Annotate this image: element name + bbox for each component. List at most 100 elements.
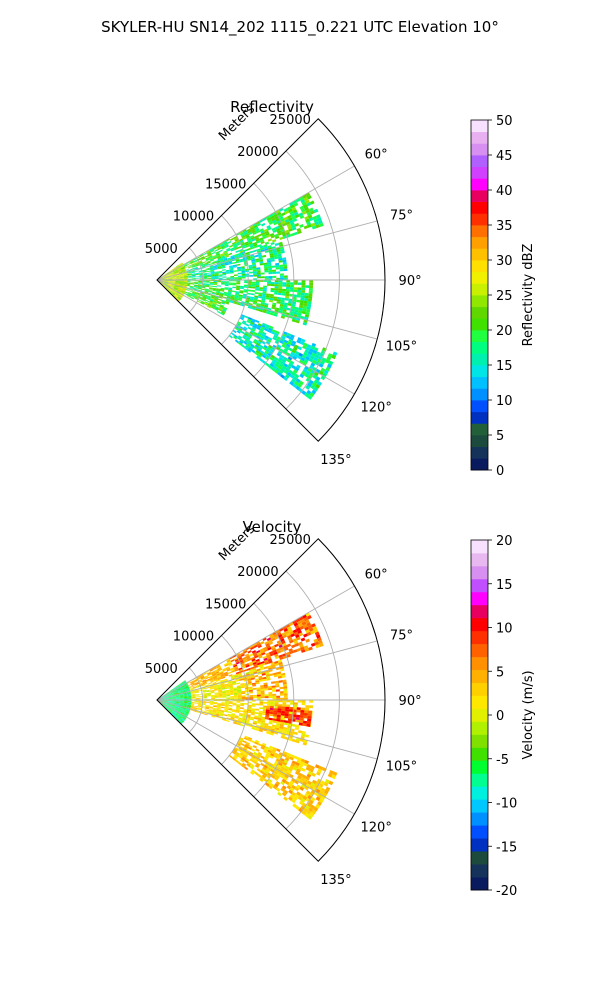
echo-gate: [253, 653, 258, 657]
echo-gate: [173, 687, 177, 690]
echo-gate: [224, 663, 229, 667]
echo-gate: [235, 709, 240, 712]
echo-gate: [175, 292, 180, 296]
echo-gate: [234, 668, 239, 672]
echo-gate: [281, 778, 287, 784]
echo-gate: [311, 779, 317, 785]
echo-gate: [272, 239, 277, 243]
echo-gate: [187, 705, 191, 707]
colorbar-segment: [471, 120, 488, 133]
echo-gate: [212, 673, 217, 677]
echo-gate: [264, 722, 269, 726]
echo-gate: [164, 282, 168, 285]
echo-gate: [212, 260, 217, 263]
echo-gate: [238, 747, 243, 751]
echo-gate: [221, 703, 225, 705]
echo-gate: [291, 340, 297, 345]
echo-gate: [276, 277, 281, 280]
echo-gate: [202, 295, 207, 298]
echo-gate: [160, 697, 165, 699]
echo-gate: [182, 270, 187, 272]
echo-gate: [289, 353, 294, 359]
echo-gate: [253, 224, 258, 229]
echo-gate: [173, 709, 178, 712]
echo-gate: [219, 293, 224, 296]
echo-gate: [260, 276, 265, 279]
echo-gate: [261, 296, 266, 300]
echo-gate: [214, 694, 219, 696]
echo-gate: [208, 711, 213, 713]
echo-gate: [280, 374, 285, 379]
echo-gate: [208, 709, 213, 711]
echo-gate: [195, 694, 200, 696]
echo-gate: [165, 707, 169, 710]
echo-gate: [263, 648, 269, 653]
echo-gate: [187, 274, 192, 276]
echo-gate: [178, 715, 183, 718]
echo-gate: [186, 269, 191, 272]
echo-gate: [223, 257, 228, 260]
echo-gate: [194, 282, 199, 283]
echo-gate: [174, 714, 179, 717]
echo-gate: [175, 274, 180, 276]
echo-gate: [209, 687, 214, 689]
echo-gate: [234, 237, 239, 241]
echo-gate: [176, 265, 180, 268]
echo-gate: [192, 265, 196, 268]
range-tick-label: 15000: [205, 597, 246, 612]
echo-gate: [172, 701, 177, 702]
echo-gate: [225, 719, 230, 723]
echo-gate: [238, 658, 243, 662]
echo-gate: [313, 638, 319, 643]
echo-gate: [291, 378, 296, 384]
echo-gate: [180, 280, 184, 281]
echo-gate: [317, 801, 322, 806]
echo-gate: [267, 280, 271, 282]
echo-gate: [191, 683, 196, 686]
echo-gate: [283, 768, 289, 773]
echo-gate: [250, 740, 256, 744]
echo-gate: [207, 278, 212, 280]
echo-gate: [289, 289, 294, 292]
echo-gate: [174, 708, 178, 711]
echo-gate: [217, 667, 222, 671]
echo-gate: [183, 702, 188, 704]
echo-gate: [283, 697, 288, 700]
echo-gate: [309, 792, 314, 797]
echo-gate: [232, 654, 237, 658]
echo-gate: [172, 278, 177, 280]
echo-gate: [178, 287, 183, 290]
echo-gate: [253, 644, 258, 649]
echo-gate: [188, 275, 192, 277]
echo-gate: [272, 229, 277, 233]
echo-gate: [256, 355, 261, 360]
echo-gate: [271, 724, 276, 728]
echo-gate: [299, 224, 304, 228]
echo-gate: [238, 327, 243, 331]
echo-gate: [242, 335, 247, 340]
echo-gate: [175, 705, 180, 707]
echo-gate: [272, 275, 277, 278]
colorbar-segment: [471, 131, 488, 144]
echo-gate: [283, 688, 288, 692]
echo-gate: [288, 767, 293, 772]
echo-gate: [290, 284, 294, 288]
echo-gate: [260, 723, 265, 727]
echo-gate: [255, 238, 260, 242]
echo-gate: [251, 238, 256, 242]
echo-gate: [160, 700, 165, 702]
echo-gate: [163, 695, 168, 697]
echo-gate: [179, 283, 184, 285]
echo-gate: [219, 679, 224, 682]
echo-gate: [294, 373, 300, 379]
echo-gate: [216, 302, 221, 305]
echo-gate: [218, 249, 223, 253]
echo-gate: [174, 286, 179, 289]
echo-gate: [236, 324, 241, 328]
echo-gate: [170, 706, 175, 709]
echo-gate: [331, 774, 337, 780]
echo-gate: [270, 635, 275, 640]
echo-gate: [168, 281, 173, 283]
colorbar-segment: [471, 201, 488, 214]
echo-gate: [250, 666, 255, 670]
